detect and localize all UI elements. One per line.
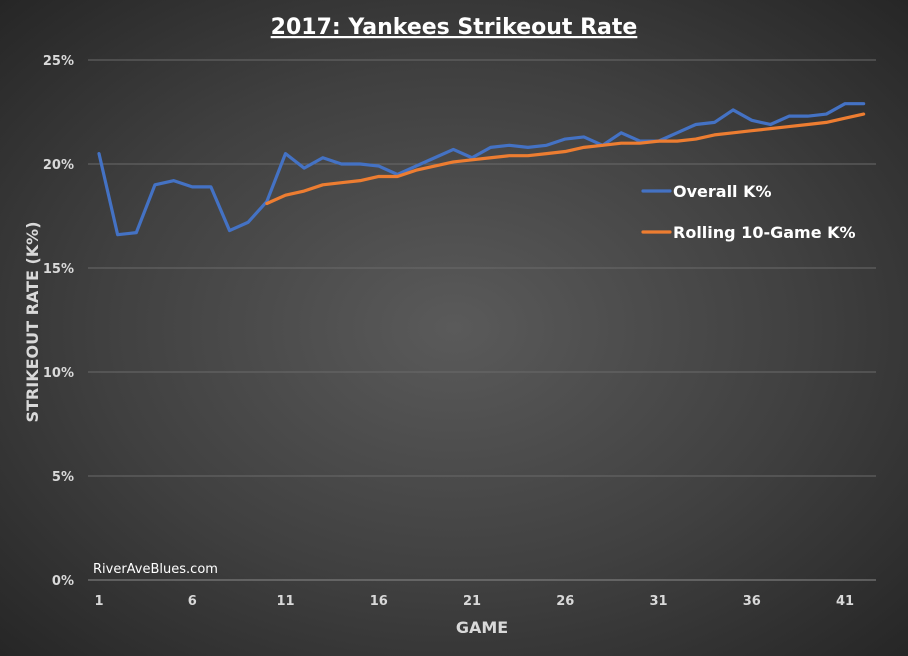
x-tick-label: 11	[276, 594, 294, 609]
data-point	[433, 164, 436, 168]
y-axis-title: STRIKEOUT RATE (K%)	[23, 221, 42, 422]
data-point	[750, 129, 753, 132]
x-tick-label: 36	[743, 594, 761, 609]
data-point	[582, 135, 586, 139]
data-point	[564, 137, 567, 141]
data-point	[377, 164, 380, 168]
data-point	[116, 233, 119, 236]
rolling-k-line	[265, 112, 866, 206]
data-point	[694, 137, 697, 141]
data-point	[321, 183, 324, 186]
data-point	[825, 121, 828, 124]
data-point	[787, 125, 791, 128]
x-tick-label: 21	[463, 594, 481, 609]
data-point	[191, 185, 194, 189]
data-point	[675, 139, 679, 143]
data-point	[340, 181, 343, 184]
data-point	[843, 117, 847, 120]
data-point	[601, 144, 604, 147]
x-tick-label: 16	[370, 594, 388, 609]
data-point	[97, 152, 101, 155]
y-tick-label: 15%	[43, 262, 74, 277]
data-point	[825, 112, 828, 116]
data-point	[153, 183, 157, 186]
gridlines	[88, 59, 876, 581]
data-point	[247, 221, 250, 224]
x-tick-label: 1	[94, 594, 103, 609]
data-point	[545, 152, 548, 155]
y-tick-label: 5%	[52, 470, 74, 485]
x-axis-title: GAME	[456, 618, 508, 637]
data-point	[340, 162, 343, 166]
data-point	[526, 154, 530, 157]
data-point	[508, 144, 511, 147]
data-point	[731, 131, 735, 134]
data-point	[750, 119, 753, 122]
data-point	[582, 146, 586, 149]
data-point	[843, 102, 847, 105]
data-point	[713, 121, 716, 124]
y-tick-label: 10%	[43, 366, 74, 381]
data-point	[377, 175, 380, 178]
data-point	[862, 102, 865, 105]
data-point	[414, 169, 418, 172]
data-point	[620, 142, 623, 145]
data-point	[657, 139, 660, 143]
x-tick-labels: 1 6 11 16 21 26 31 36 41	[94, 594, 854, 609]
data-point	[284, 152, 287, 155]
y-tick-label: 20%	[43, 158, 74, 173]
data-point	[284, 194, 287, 197]
data-point	[396, 175, 399, 178]
data-point	[769, 123, 772, 126]
data-point	[358, 162, 362, 166]
data-point	[414, 164, 418, 168]
x-tick-label: 41	[836, 594, 854, 609]
data-point	[489, 156, 492, 159]
data-point	[675, 131, 679, 134]
data-point	[694, 123, 697, 126]
data-point	[806, 114, 809, 118]
data-point	[731, 108, 735, 112]
data-point	[172, 179, 175, 182]
watermark: RiverAveBlues.com	[93, 562, 218, 577]
data-point	[545, 144, 548, 147]
data-point	[470, 158, 474, 162]
data-point	[321, 156, 324, 159]
series-lines	[97, 102, 866, 237]
chart-title: 2017: Yankees Strikeout Rate	[271, 15, 638, 40]
y-tick-label: 25%	[43, 54, 74, 69]
data-point	[862, 112, 865, 116]
data-point	[452, 160, 455, 164]
data-point	[769, 127, 772, 130]
data-point	[806, 123, 809, 126]
legend-label: Overall K%	[673, 182, 772, 201]
data-point	[358, 179, 362, 182]
data-point	[265, 202, 269, 205]
data-point	[489, 146, 492, 149]
data-point	[302, 189, 306, 193]
x-tick-label: 6	[188, 594, 197, 609]
legend-label: Rolling 10-Game K%	[673, 223, 856, 242]
x-tick-label: 26	[556, 594, 574, 609]
overall-k-line	[97, 102, 866, 237]
data-point	[638, 142, 642, 145]
data-point	[526, 146, 530, 149]
legend: Overall K% Rolling 10-Game K%	[641, 182, 856, 242]
data-point	[713, 133, 716, 137]
y-tick-label: 0%	[52, 574, 74, 589]
x-tick-label: 31	[649, 594, 667, 609]
y-tick-labels: 0% 5% 10% 15% 20% 25%	[43, 54, 74, 589]
data-point	[302, 166, 306, 170]
data-point	[564, 150, 567, 153]
data-point	[452, 148, 455, 151]
data-point	[787, 114, 791, 118]
data-point	[209, 185, 213, 189]
data-point	[508, 154, 511, 157]
data-point	[433, 156, 436, 159]
data-point	[228, 229, 231, 232]
data-point	[135, 231, 138, 234]
data-point	[620, 131, 623, 134]
